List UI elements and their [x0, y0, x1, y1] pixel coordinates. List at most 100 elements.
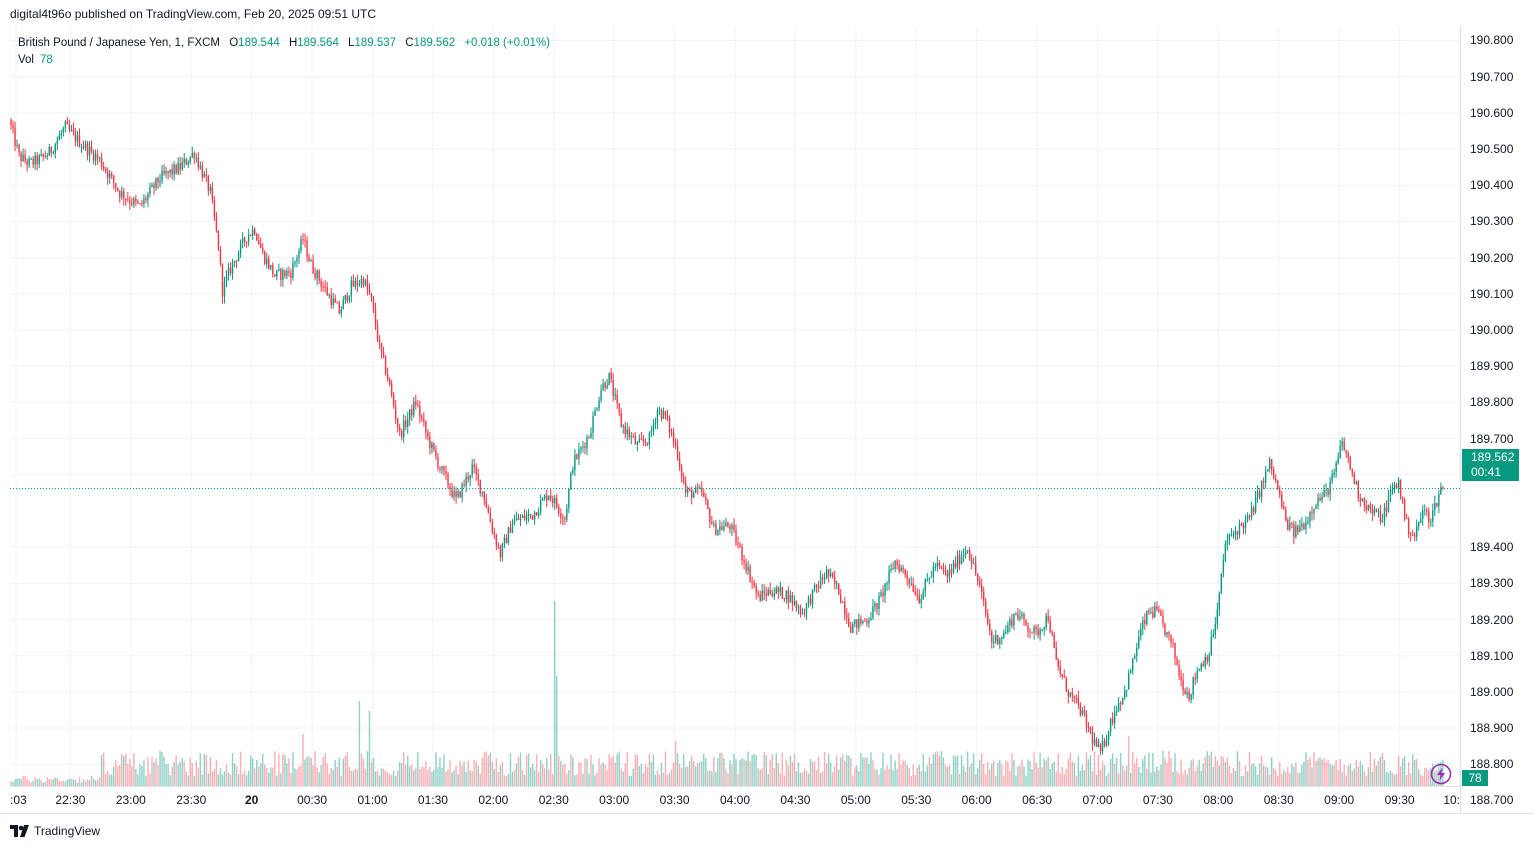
candle-body	[14, 128, 16, 146]
volume-bar	[288, 758, 290, 786]
volume-bar	[1399, 766, 1402, 786]
volume-bar	[304, 759, 306, 786]
volume-bar	[380, 768, 383, 786]
candle-body	[1132, 658, 1134, 672]
candle-body	[1442, 487, 1444, 489]
candle-body	[1095, 739, 1098, 747]
candle-body	[169, 169, 171, 173]
candle-body	[759, 594, 761, 601]
volume-bar	[660, 762, 663, 786]
candle-body	[1087, 726, 1090, 728]
candle-body	[737, 543, 739, 545]
candle-body	[882, 592, 884, 596]
candle-body	[475, 467, 477, 475]
candle-body	[173, 164, 175, 175]
candle-body	[1103, 741, 1106, 746]
brand[interactable]: TradingView	[10, 824, 100, 838]
volume-bar	[413, 770, 415, 786]
candle-body	[1075, 697, 1078, 699]
volume-bar	[437, 766, 439, 786]
price-tick-label: 190.800	[1470, 33, 1514, 48]
candle-body	[24, 154, 26, 162]
volume-bar	[964, 771, 967, 786]
candle-body	[1393, 484, 1396, 490]
volume-bar	[342, 758, 345, 786]
volume-bar	[656, 770, 659, 786]
legend-symbol: British Pound / Japanese Yen, 1, FXCM	[18, 37, 221, 49]
volume-bar	[634, 754, 637, 786]
candle-body	[403, 420, 405, 438]
price-tick-label: 189.300	[1470, 576, 1514, 591]
volume-bar	[253, 768, 256, 786]
candle-body	[1275, 478, 1277, 481]
candle-body	[1311, 512, 1313, 514]
volume-bar	[143, 760, 145, 786]
candle-body	[1115, 710, 1118, 713]
volume-bar	[1246, 771, 1249, 786]
candle-body	[739, 544, 741, 547]
volume-bar	[523, 774, 526, 786]
volume-bar	[535, 754, 538, 786]
candle-body	[1182, 680, 1184, 691]
volume-bar	[1063, 774, 1065, 786]
volume-bar	[195, 760, 197, 786]
candle-body	[638, 438, 641, 443]
volume-bar	[139, 764, 141, 786]
volume-bar	[34, 776, 36, 786]
volume-bar	[856, 765, 858, 786]
candle-body	[123, 191, 125, 199]
volume-bar	[1192, 759, 1194, 786]
volume-bar	[978, 759, 981, 786]
volume-bar	[1202, 763, 1204, 786]
candle-body	[187, 162, 189, 165]
volume-bar	[1254, 766, 1257, 786]
volume-bar	[543, 768, 546, 786]
volume-bar	[1077, 755, 1080, 786]
candle-body	[656, 410, 659, 423]
volume-bar	[378, 775, 381, 786]
legend-low-value: 189.537	[354, 37, 397, 49]
volume-bar	[473, 759, 475, 786]
candle-body	[290, 272, 292, 279]
volume-bar	[1160, 764, 1162, 786]
candle-body	[439, 467, 441, 470]
volume-bar	[1299, 772, 1301, 786]
volume-bar	[781, 752, 784, 786]
candle-body	[84, 143, 87, 148]
volume-bar	[842, 754, 844, 786]
volume-bar	[829, 762, 832, 786]
candle-body	[1146, 610, 1148, 624]
candle-body	[1385, 507, 1388, 512]
price-chart[interactable]	[10, 26, 1460, 786]
candle-body	[729, 526, 731, 529]
volume-bar	[1166, 762, 1168, 786]
volume-bar	[747, 751, 749, 786]
candle-body	[1152, 612, 1154, 618]
candle-body	[521, 515, 524, 518]
candle-body	[958, 554, 961, 565]
candle-body	[1357, 481, 1360, 498]
volume-bar	[1045, 760, 1047, 786]
volume-bar	[745, 760, 747, 786]
candle-body	[745, 562, 747, 571]
candle-body	[999, 639, 1001, 644]
alert-bolt-icon[interactable]	[1430, 763, 1452, 785]
volume-bar	[451, 772, 453, 786]
volume-bar	[1329, 763, 1331, 786]
candle-body	[378, 339, 381, 343]
candle-body	[596, 408, 598, 411]
volume-bar	[1111, 753, 1114, 786]
volume-bar	[1258, 763, 1261, 786]
candle-body	[1077, 697, 1080, 705]
volume-bar	[407, 755, 409, 786]
volume-bar	[419, 769, 421, 786]
volume-bar	[203, 754, 206, 786]
candle-body	[695, 487, 697, 493]
volume-bar	[1375, 765, 1378, 786]
candle-body	[1262, 480, 1265, 483]
volume-bar	[533, 769, 536, 786]
time-tick-label: 23:30	[176, 793, 207, 807]
volume-bar	[1015, 775, 1017, 786]
volume-bar	[415, 768, 417, 786]
volume-bar	[1383, 759, 1386, 786]
